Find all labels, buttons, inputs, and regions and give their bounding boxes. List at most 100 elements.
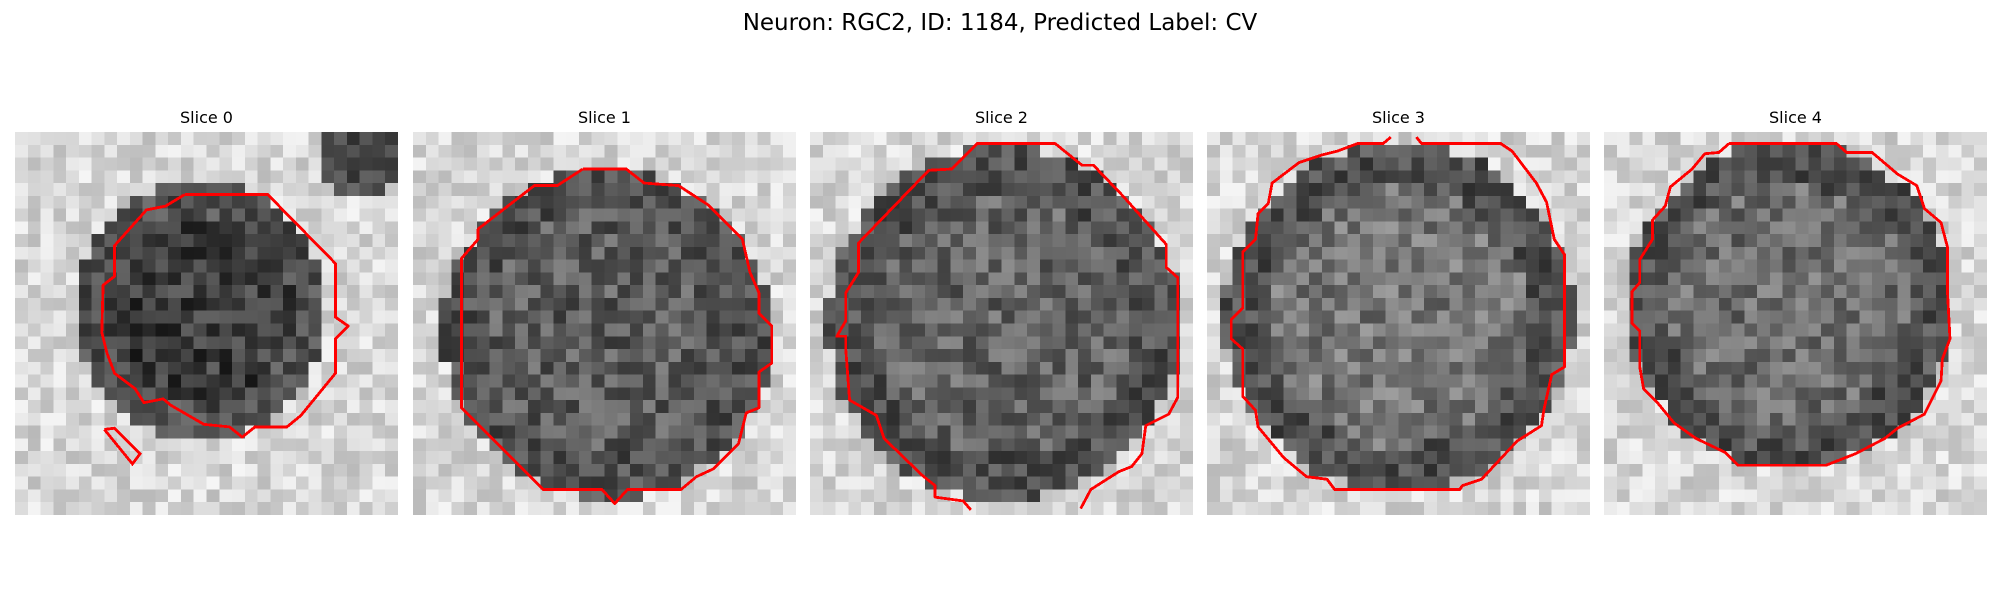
image-pixel <box>578 221 592 235</box>
image-pixel <box>413 400 427 414</box>
image-pixel <box>1744 297 1758 311</box>
image-pixel <box>1526 310 1540 324</box>
image-pixel <box>1296 170 1310 184</box>
image-pixel <box>1207 425 1221 439</box>
image-pixel <box>540 259 554 273</box>
image-pixel <box>1347 349 1361 363</box>
image-pixel <box>757 157 771 171</box>
image-pixel <box>1180 323 1193 337</box>
image-pixel <box>438 387 452 401</box>
image-pixel <box>257 336 271 350</box>
image-pixel <box>566 132 580 146</box>
image-pixel <box>1309 387 1323 401</box>
image-pixel <box>1014 259 1028 273</box>
image-pixel <box>1757 438 1771 452</box>
image-pixel <box>1884 361 1898 375</box>
image-pixel <box>591 297 605 311</box>
image-pixel <box>334 451 348 465</box>
image-pixel <box>835 412 849 426</box>
image-pixel <box>1475 157 1489 171</box>
image-pixel <box>975 451 989 465</box>
image-pixel <box>385 412 398 426</box>
image-pixel <box>219 272 233 286</box>
image-pixel <box>1577 157 1590 171</box>
image-pixel <box>321 144 335 158</box>
image-pixel <box>835 195 849 209</box>
image-pixel <box>1321 412 1335 426</box>
image-pixel <box>975 502 989 515</box>
image-pixel <box>1462 221 1476 235</box>
image-pixel <box>206 170 220 184</box>
image-pixel <box>1872 259 1886 273</box>
image-pixel <box>464 297 478 311</box>
image-pixel <box>464 412 478 426</box>
image-pixel <box>1385 144 1399 158</box>
image-pixel <box>1232 323 1246 337</box>
image-pixel <box>1859 170 1873 184</box>
image-pixel <box>476 157 490 171</box>
image-pixel <box>770 234 784 248</box>
image-pixel <box>1116 272 1130 286</box>
image-pixel <box>578 323 592 337</box>
image-pixel <box>180 272 194 286</box>
image-pixel <box>744 349 758 363</box>
image-pixel <box>27 349 41 363</box>
image-pixel <box>1757 425 1771 439</box>
image-pixel <box>757 285 771 299</box>
image-pixel <box>1411 259 1425 273</box>
image-pixel <box>1372 361 1386 375</box>
image-pixel <box>1923 438 1937 452</box>
image-pixel <box>1334 132 1348 146</box>
image-pixel <box>27 285 41 299</box>
image-pixel <box>91 349 105 363</box>
image-pixel <box>78 272 92 286</box>
image-pixel <box>1232 451 1246 465</box>
image-pixel <box>244 310 258 324</box>
image-pixel <box>1948 310 1962 324</box>
image-pixel <box>334 502 348 515</box>
image-pixel <box>719 170 733 184</box>
image-pixel <box>334 323 348 337</box>
image-pixel <box>1642 208 1656 222</box>
image-pixel <box>783 272 796 286</box>
image-pixel <box>1449 489 1463 503</box>
image-pixel <box>91 234 105 248</box>
image-pixel <box>1014 323 1028 337</box>
image-pixel <box>1872 387 1886 401</box>
image-pixel <box>206 476 220 490</box>
image-pixel <box>1884 323 1898 337</box>
image-pixel <box>1027 297 1041 311</box>
image-pixel <box>1526 412 1540 426</box>
image-pixel <box>193 132 207 146</box>
image-pixel <box>515 272 529 286</box>
slice-panel-2: Slice 2 <box>810 108 1193 515</box>
image-pixel <box>1424 489 1438 503</box>
image-pixel <box>1283 221 1297 235</box>
image-pixel <box>527 476 541 490</box>
image-pixel <box>385 425 398 439</box>
image-pixel <box>732 349 746 363</box>
image-pixel <box>540 234 554 248</box>
image-pixel <box>40 476 54 490</box>
image-pixel <box>1141 297 1155 311</box>
image-pixel <box>988 297 1002 311</box>
image-pixel <box>1923 297 1937 311</box>
image-pixel <box>308 323 322 337</box>
image-pixel <box>1372 221 1386 235</box>
image-pixel <box>1808 157 1822 171</box>
image-pixel <box>848 412 862 426</box>
image-pixel <box>295 463 309 477</box>
image-pixel <box>1039 297 1053 311</box>
image-pixel <box>27 195 41 209</box>
image-pixel <box>553 297 567 311</box>
image-pixel <box>1859 349 1873 363</box>
image-pixel <box>1245 349 1259 363</box>
image-pixel <box>1424 412 1438 426</box>
image-pixel <box>988 502 1002 515</box>
image-pixel <box>975 387 989 401</box>
image-pixel <box>1526 234 1540 248</box>
image-pixel <box>1207 297 1221 311</box>
image-pixel <box>950 349 964 363</box>
image-pixel <box>451 451 465 465</box>
image-pixel <box>206 438 220 452</box>
